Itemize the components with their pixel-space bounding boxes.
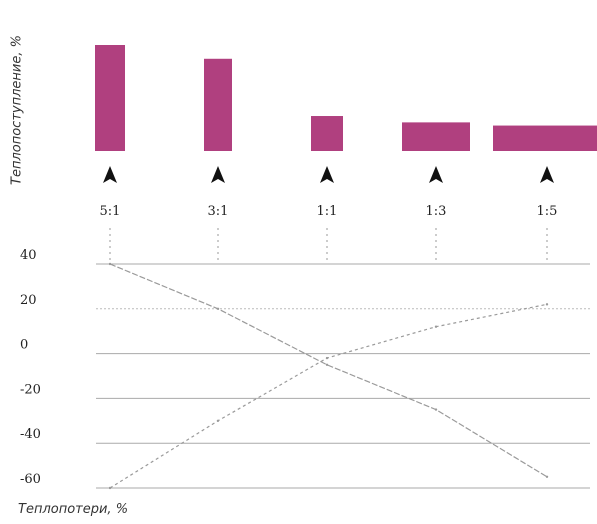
series-line-1	[109, 263, 548, 478]
bar-4	[402, 122, 470, 151]
arrow-2	[211, 166, 225, 183]
series-1-point-1	[108, 262, 112, 266]
y-tick-label-2: 20	[20, 293, 37, 308]
arrow-1	[103, 166, 117, 183]
arrow-4	[429, 166, 443, 183]
series-1-point-3	[325, 363, 329, 366]
arrow-5	[540, 166, 554, 183]
ratio-label-4: 1:3	[426, 204, 447, 219]
ratio-label-1: 5:1	[100, 204, 121, 219]
arrow-3	[320, 166, 334, 183]
y-tick-label-6: -60	[20, 472, 41, 487]
series-2-point-2	[216, 419, 220, 422]
bar-1	[95, 45, 125, 151]
series-1-point-5	[545, 475, 549, 478]
bottom-x-axis-label: Теплопотери, %	[18, 502, 129, 517]
ratio-label-2: 3:1	[208, 204, 229, 219]
y-tick-label-5: -40	[20, 427, 41, 442]
bar-3	[311, 116, 343, 151]
y-tick-label-4: -20	[20, 382, 41, 397]
series-line-2	[109, 303, 548, 489]
ratio-label-3: 1:1	[317, 204, 338, 219]
bar-5	[493, 125, 597, 151]
y-tick-label-1: 40	[20, 248, 37, 263]
series-2-point-5	[545, 303, 549, 306]
series-1-point-2	[216, 307, 220, 310]
ratio-label-5: 1:5	[537, 204, 558, 219]
series-1-point-4	[434, 408, 438, 411]
bar-2	[204, 58, 232, 151]
series-2-point-1	[108, 486, 112, 490]
y-tick-label-3: 0	[20, 338, 28, 353]
series-2-point-4	[434, 325, 438, 328]
series-2-point-3	[325, 356, 329, 360]
